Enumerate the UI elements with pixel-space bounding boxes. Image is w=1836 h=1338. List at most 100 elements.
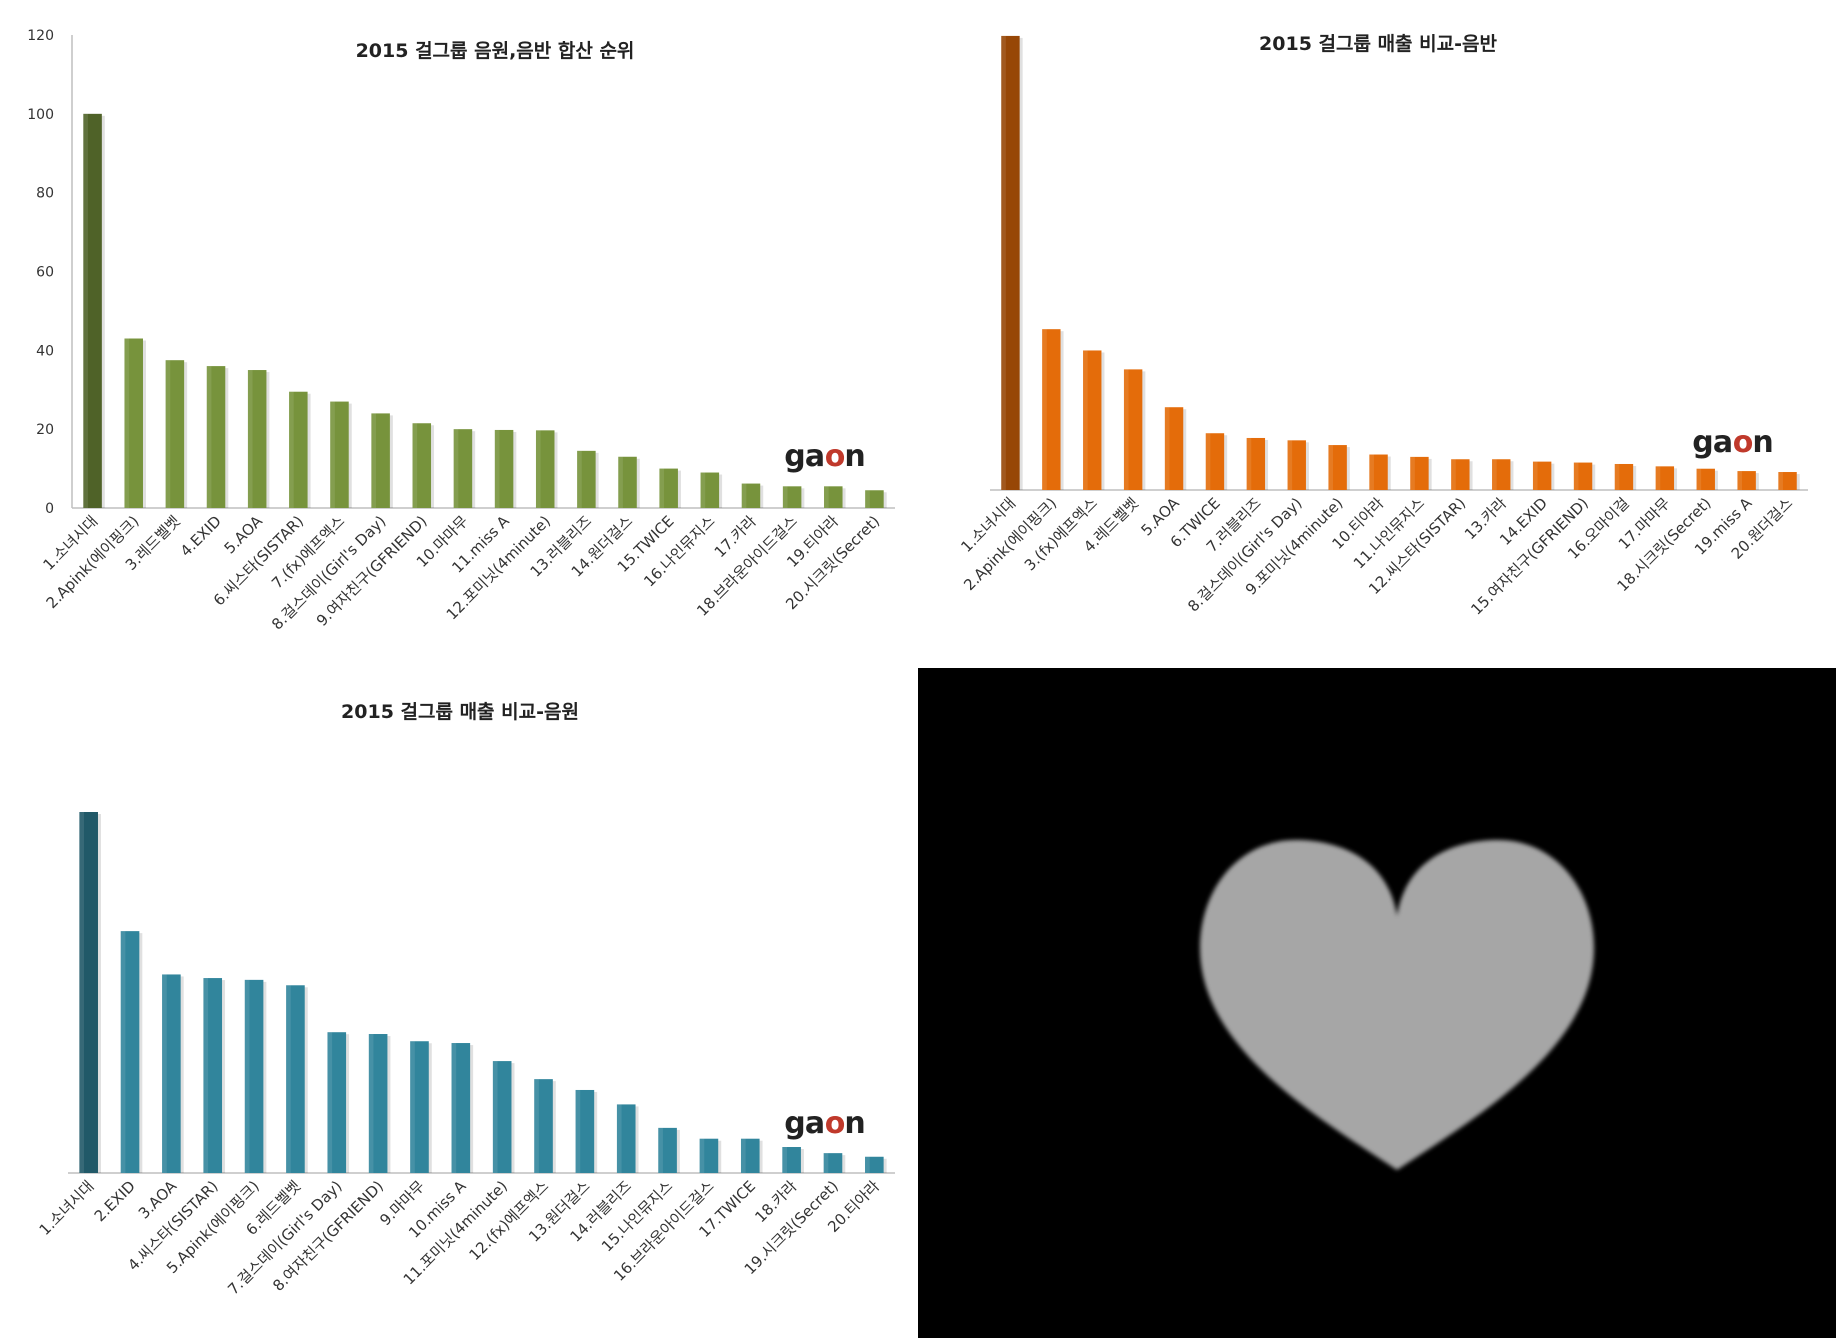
bar [699,1138,719,1173]
bar [1737,471,1756,490]
bar-highlight [206,366,212,508]
bar [124,338,143,508]
logo-letter: a [805,1106,825,1141]
bar-highlight [1205,433,1211,490]
bar [1287,440,1306,490]
bar [327,1032,347,1173]
chart-total-rank: 2015 걸그룹 음원,음반 합산 순위0204060801001201.소녀시… [27,28,895,633]
bar-highlight [741,483,747,508]
y-tick-label: 60 [36,265,54,281]
y-tick-label: 0 [45,501,54,517]
bar [1042,329,1061,490]
bar-highlight [289,391,294,508]
chart-panel-total-rank: 2015 걸그룹 음원,음반 합산 순위 0 20 40 60 80 100 120 1.소녀시… [0,0,918,668]
bar-highlight [865,1156,870,1173]
y-tick-label: 100 [27,107,54,123]
bar [494,429,514,508]
bar-highlight [1287,440,1293,490]
bar [79,812,98,1173]
bar [120,931,140,1173]
bar [1246,437,1266,490]
heart-shape [1200,840,1594,1170]
category-label: 1.소녀시대 [36,1177,98,1239]
bar-highlight [165,360,171,508]
bar-highlight [410,1041,415,1173]
chart-title: 2015 걸그룹 음원,음반 합산 순위 [356,40,635,62]
bar-highlight [618,456,623,508]
bar [782,1147,801,1173]
logo-letter: n [844,1106,865,1141]
bar [165,360,185,508]
bar [1083,350,1102,490]
bar-highlight [699,1138,705,1173]
bar [244,979,264,1173]
y-tick-label: 80 [36,186,54,202]
bar-highlight [492,1061,498,1173]
bar [1410,456,1429,490]
bar [824,486,843,508]
y-tick-label: 40 [36,343,54,359]
bar-highlight [451,1043,457,1173]
bar [247,370,267,508]
bar-highlight [1001,35,1006,491]
bar-highlight [1778,472,1783,490]
bar-highlight [700,472,706,508]
bar [741,483,761,508]
bar-highlight [1614,463,1620,490]
chart-title: 2015 걸그룹 매출 비교-음반 [1259,33,1497,55]
bar [1614,463,1634,490]
bar-highlight [824,486,829,508]
bar-highlight [658,1127,663,1173]
logo-letter: g [784,439,805,474]
bar [286,985,305,1173]
bar [658,1127,677,1173]
bar-highlight [865,490,870,508]
bar [162,974,181,1173]
bar [368,1034,388,1173]
bar-highlight [1083,350,1088,490]
bar [412,423,432,508]
bar-highlight [1451,459,1456,490]
bar [1123,369,1143,490]
bar-highlight [120,931,126,1173]
bar-highlight [1410,456,1415,490]
bar [1532,461,1552,490]
bar-highlight [535,430,541,508]
bar-highlight [371,413,376,508]
heart-icon [1200,840,1594,1170]
bar [1164,407,1184,490]
y-tick-label: 120 [27,28,54,44]
logo-letter: n [844,439,865,474]
bar-highlight [162,974,167,1173]
bar [453,429,473,508]
bar-highlight [1369,454,1374,490]
bar-highlight [286,985,291,1173]
bar [410,1041,429,1173]
bar-highlight [453,429,459,508]
chart-panel-album-sales: 2015 걸그룹 매출 비교-음반 1.소녀시대 2.Apink(에이핑크) 3.(f… [918,0,1836,668]
bar-highlight [1737,471,1743,490]
bar-highlight [823,1153,829,1173]
bar [534,1079,553,1173]
bar [1001,35,1020,491]
bar [1451,459,1470,490]
bar-highlight [1696,468,1702,490]
bar-highlight [1573,462,1579,490]
bar-highlight [244,979,250,1173]
bar-highlight [247,370,253,508]
bar-highlight [83,113,88,508]
bar [865,490,884,508]
bar-highlight [203,978,209,1173]
chart-panel-digital-sales: 2015 걸그룹 매출 비교-음원 1.소녀시대 2.EXID 3.AOA 4.씨스타(… [0,668,918,1338]
bar-highlight [1532,461,1538,490]
bar-highlight [412,423,418,508]
bar-highlight [1246,437,1252,490]
bar [289,391,308,508]
bar [782,486,802,508]
bar [1655,466,1675,490]
logo-letter: g [784,1106,805,1141]
bar [1696,468,1715,490]
